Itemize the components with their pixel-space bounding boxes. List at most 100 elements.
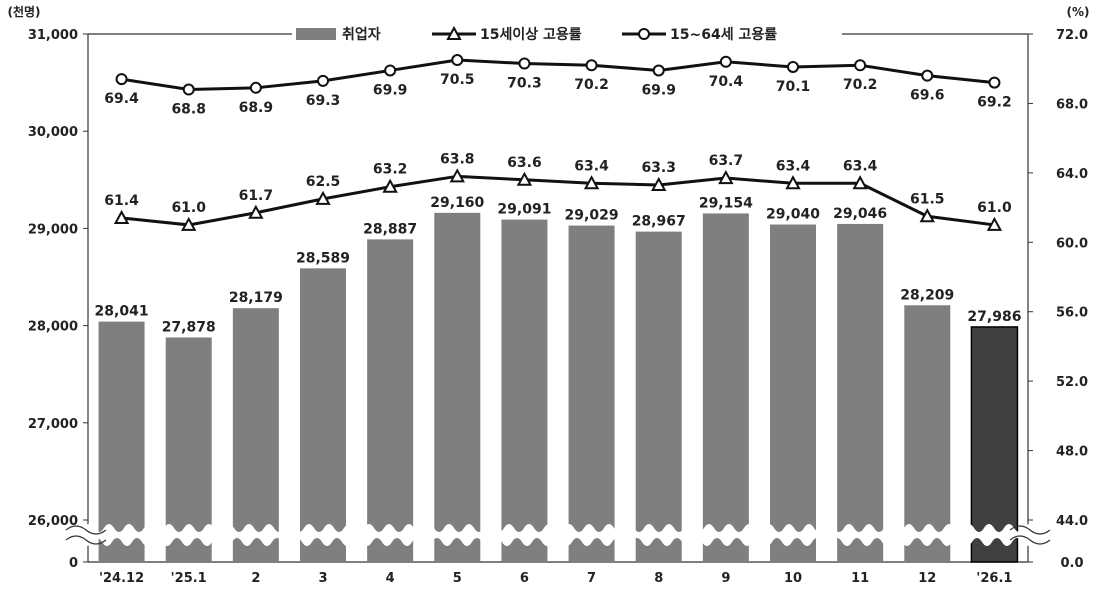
legend-label-triangle: 15세이상 고용률 bbox=[480, 26, 582, 43]
line-point-marker bbox=[988, 76, 1001, 89]
y-right-tick-label: 52.0 bbox=[1056, 375, 1088, 390]
line-point-marker bbox=[315, 190, 331, 205]
x-tick-label: '24.12 bbox=[99, 571, 144, 586]
line-point-marker bbox=[384, 64, 397, 77]
line-point-marker bbox=[317, 74, 329, 87]
y-left-tick-label: 30,000 bbox=[28, 125, 78, 140]
line-value-label: 70.4 bbox=[709, 74, 744, 90]
line-point-marker bbox=[651, 176, 667, 192]
x-tick-label: 6 bbox=[520, 571, 529, 586]
line-point-marker bbox=[919, 208, 935, 223]
x-tick-label: 10 bbox=[784, 571, 802, 586]
line-value-label: 70.3 bbox=[507, 76, 542, 92]
line-value-label: 61.5 bbox=[910, 191, 945, 207]
line-series-group: 61.4 61.0 61.7 62.5 63.2 63.8 63.6 63.4 63.3 63.7… bbox=[104, 54, 1012, 231]
y-left-tick-label: 26,000 bbox=[28, 514, 78, 529]
axis-break-fill bbox=[72, 524, 1044, 546]
line-point-marker bbox=[181, 216, 197, 231]
line-point-marker bbox=[382, 178, 398, 193]
line-value-label: 70.5 bbox=[440, 72, 475, 88]
x-tick-label: 2 bbox=[251, 571, 260, 586]
line-value-label: 63.4 bbox=[574, 158, 609, 174]
legend-marker-triangle bbox=[446, 25, 462, 40]
line-point-marker bbox=[785, 175, 801, 190]
y-right-tick-label: 72.0 bbox=[1056, 28, 1088, 43]
line-point-marker bbox=[921, 69, 934, 82]
y-right-tick-label: 48.0 bbox=[1056, 445, 1088, 460]
x-tick-label: 11 bbox=[851, 571, 869, 586]
line-value-label: 62.5 bbox=[306, 174, 341, 190]
legend-label-bar: 취업자 bbox=[342, 27, 381, 43]
bar bbox=[837, 223, 884, 562]
series-line-1 bbox=[121, 174, 995, 227]
line-value-label: 70.2 bbox=[843, 77, 878, 93]
line-value-label: 70.1 bbox=[776, 79, 811, 95]
line-value-label: 68.9 bbox=[239, 100, 274, 116]
bar-value-label: 29,160 bbox=[430, 195, 484, 211]
y-left-tick-label: 0 bbox=[69, 556, 78, 571]
y-left-tick-label: 31,000 bbox=[28, 28, 78, 43]
axis-break-band bbox=[65, 524, 1051, 546]
line-value-label: 61.0 bbox=[171, 200, 206, 216]
line-value-label: 63.8 bbox=[440, 151, 475, 167]
line-value-label: 69.4 bbox=[104, 91, 139, 107]
line-point-marker bbox=[854, 59, 867, 72]
right-break-mark bbox=[1009, 535, 1051, 545]
y-left-unit: (천명) bbox=[7, 4, 40, 19]
line-point-marker bbox=[583, 175, 600, 190]
x-tick-label: '26.1 bbox=[976, 571, 1012, 586]
line-point-marker bbox=[115, 73, 128, 86]
line-point-marker bbox=[787, 60, 799, 73]
bar-value-label: 28,887 bbox=[363, 221, 417, 237]
y-right-tick-label: 56.0 bbox=[1056, 306, 1088, 321]
right-break-mark bbox=[1009, 525, 1051, 535]
series-line-2 bbox=[121, 58, 995, 92]
y-right-tick-label: 0.0 bbox=[1060, 556, 1083, 571]
line-value-label: 70.2 bbox=[574, 77, 609, 93]
line-value-label: 63.7 bbox=[709, 153, 744, 169]
line-point-marker bbox=[585, 59, 598, 72]
x-tick-label: 9 bbox=[721, 571, 730, 586]
bar-value-label: 29,046 bbox=[833, 206, 887, 222]
bar bbox=[300, 268, 346, 562]
bar-value-label: 29,091 bbox=[497, 202, 551, 218]
line-point-marker bbox=[852, 175, 868, 190]
line-point-marker bbox=[516, 171, 533, 186]
left-break-mark bbox=[65, 535, 107, 545]
y-left-tick-label: 29,000 bbox=[28, 222, 78, 237]
line-point-marker bbox=[113, 209, 130, 224]
x-tick-label: 12 bbox=[918, 571, 936, 586]
line-point-marker bbox=[518, 57, 531, 70]
legend-swatch-bar bbox=[296, 28, 336, 40]
bar bbox=[501, 219, 548, 562]
bar-value-label: 29,040 bbox=[766, 207, 820, 223]
bar-value-label: 28,179 bbox=[229, 290, 283, 306]
y-right-tick-label: 60.0 bbox=[1056, 236, 1088, 251]
bar-value-label: 27,878 bbox=[162, 319, 216, 335]
bar-value-label: 29,029 bbox=[565, 208, 619, 224]
line-value-label: 63.6 bbox=[507, 155, 542, 171]
bar-value-label: 28,041 bbox=[95, 304, 149, 320]
line-value-label: 69.3 bbox=[306, 93, 341, 109]
bar bbox=[434, 212, 481, 562]
bar-value-label: 29,154 bbox=[699, 195, 753, 211]
line-value-label: 63.4 bbox=[776, 158, 811, 174]
x-tick-label: 5 bbox=[453, 571, 462, 586]
line-point-marker bbox=[182, 83, 195, 96]
bar-value-label: 27,986 bbox=[967, 309, 1021, 325]
line-point-marker bbox=[449, 168, 465, 183]
axis-labels: 31,000 30,000 29,000 28,000 27,000 26,000 0 72.… bbox=[7, 4, 1089, 586]
line-value-label: 63.3 bbox=[641, 160, 676, 176]
x-tick-label: 3 bbox=[318, 571, 327, 586]
bar bbox=[232, 308, 279, 562]
y-right-unit: (%) bbox=[1067, 5, 1090, 19]
bar bbox=[568, 225, 615, 562]
x-tick-label: 8 bbox=[654, 571, 663, 586]
bar bbox=[98, 321, 145, 562]
y-right-tick-label: 64.0 bbox=[1056, 167, 1088, 182]
line-point-marker bbox=[248, 204, 264, 219]
bar bbox=[904, 305, 951, 562]
bar-series: 28,041 27,878 28,179 28,589 28,887 29,160 29,0… bbox=[95, 195, 1021, 563]
line-value-label: 69.9 bbox=[641, 82, 676, 98]
